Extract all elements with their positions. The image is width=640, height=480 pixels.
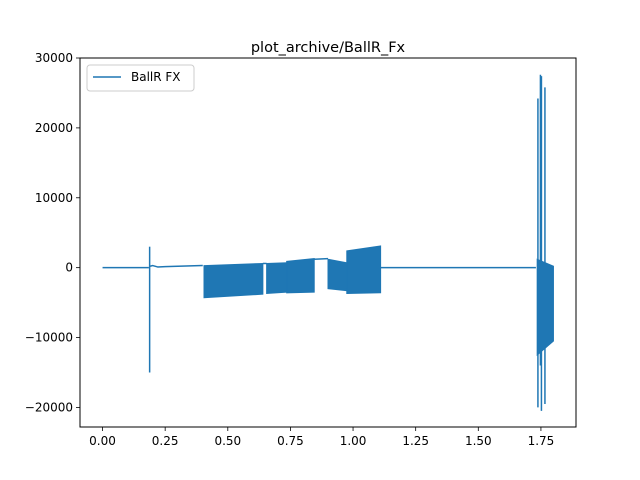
y-tick-label: −20000 — [25, 400, 73, 414]
x-tick-label: 0.00 — [89, 434, 116, 448]
legend-label: BallR FX — [131, 70, 181, 84]
axes-frame — [79, 57, 577, 428]
x-tick-label: 0.25 — [152, 434, 179, 448]
x-tick-label: 1.75 — [528, 434, 555, 448]
series-line-segment — [149, 264, 203, 268]
series-oscillation-band — [327, 258, 348, 292]
x-tick-label: 1.00 — [340, 434, 367, 448]
legend-box — [86, 64, 195, 92]
x-axis: 0.00 0.25 0.50 0.75 1.00 1.25 1.50 1.75 — [89, 427, 554, 448]
series-oscillation-band — [286, 258, 315, 294]
y-tick-label: −10000 — [25, 331, 73, 345]
x-tick-label: 1.50 — [465, 434, 492, 448]
y-tick-label: 20000 — [35, 121, 73, 135]
y-tick-label: 10000 — [35, 191, 73, 205]
x-tick-label: 0.75 — [277, 434, 304, 448]
plot-series-group — [102, 74, 554, 411]
y-tick-label: 30000 — [35, 51, 73, 65]
legend: BallR FX — [86, 64, 195, 92]
chart-title: plot_archive/BallR_Fx — [251, 40, 406, 56]
y-axis: −20000 −10000 0 10000 20000 30000 — [25, 51, 80, 414]
series-line-segment — [314, 257, 329, 261]
x-tick-label: 1.25 — [402, 434, 429, 448]
series-oscillation-band — [346, 245, 382, 295]
series-oscillation-band — [266, 262, 288, 295]
y-tick-label: 0 — [65, 261, 73, 275]
x-tick-label: 0.50 — [214, 434, 241, 448]
series-oscillation-band — [536, 258, 554, 357]
series-oscillation-band — [203, 262, 264, 299]
